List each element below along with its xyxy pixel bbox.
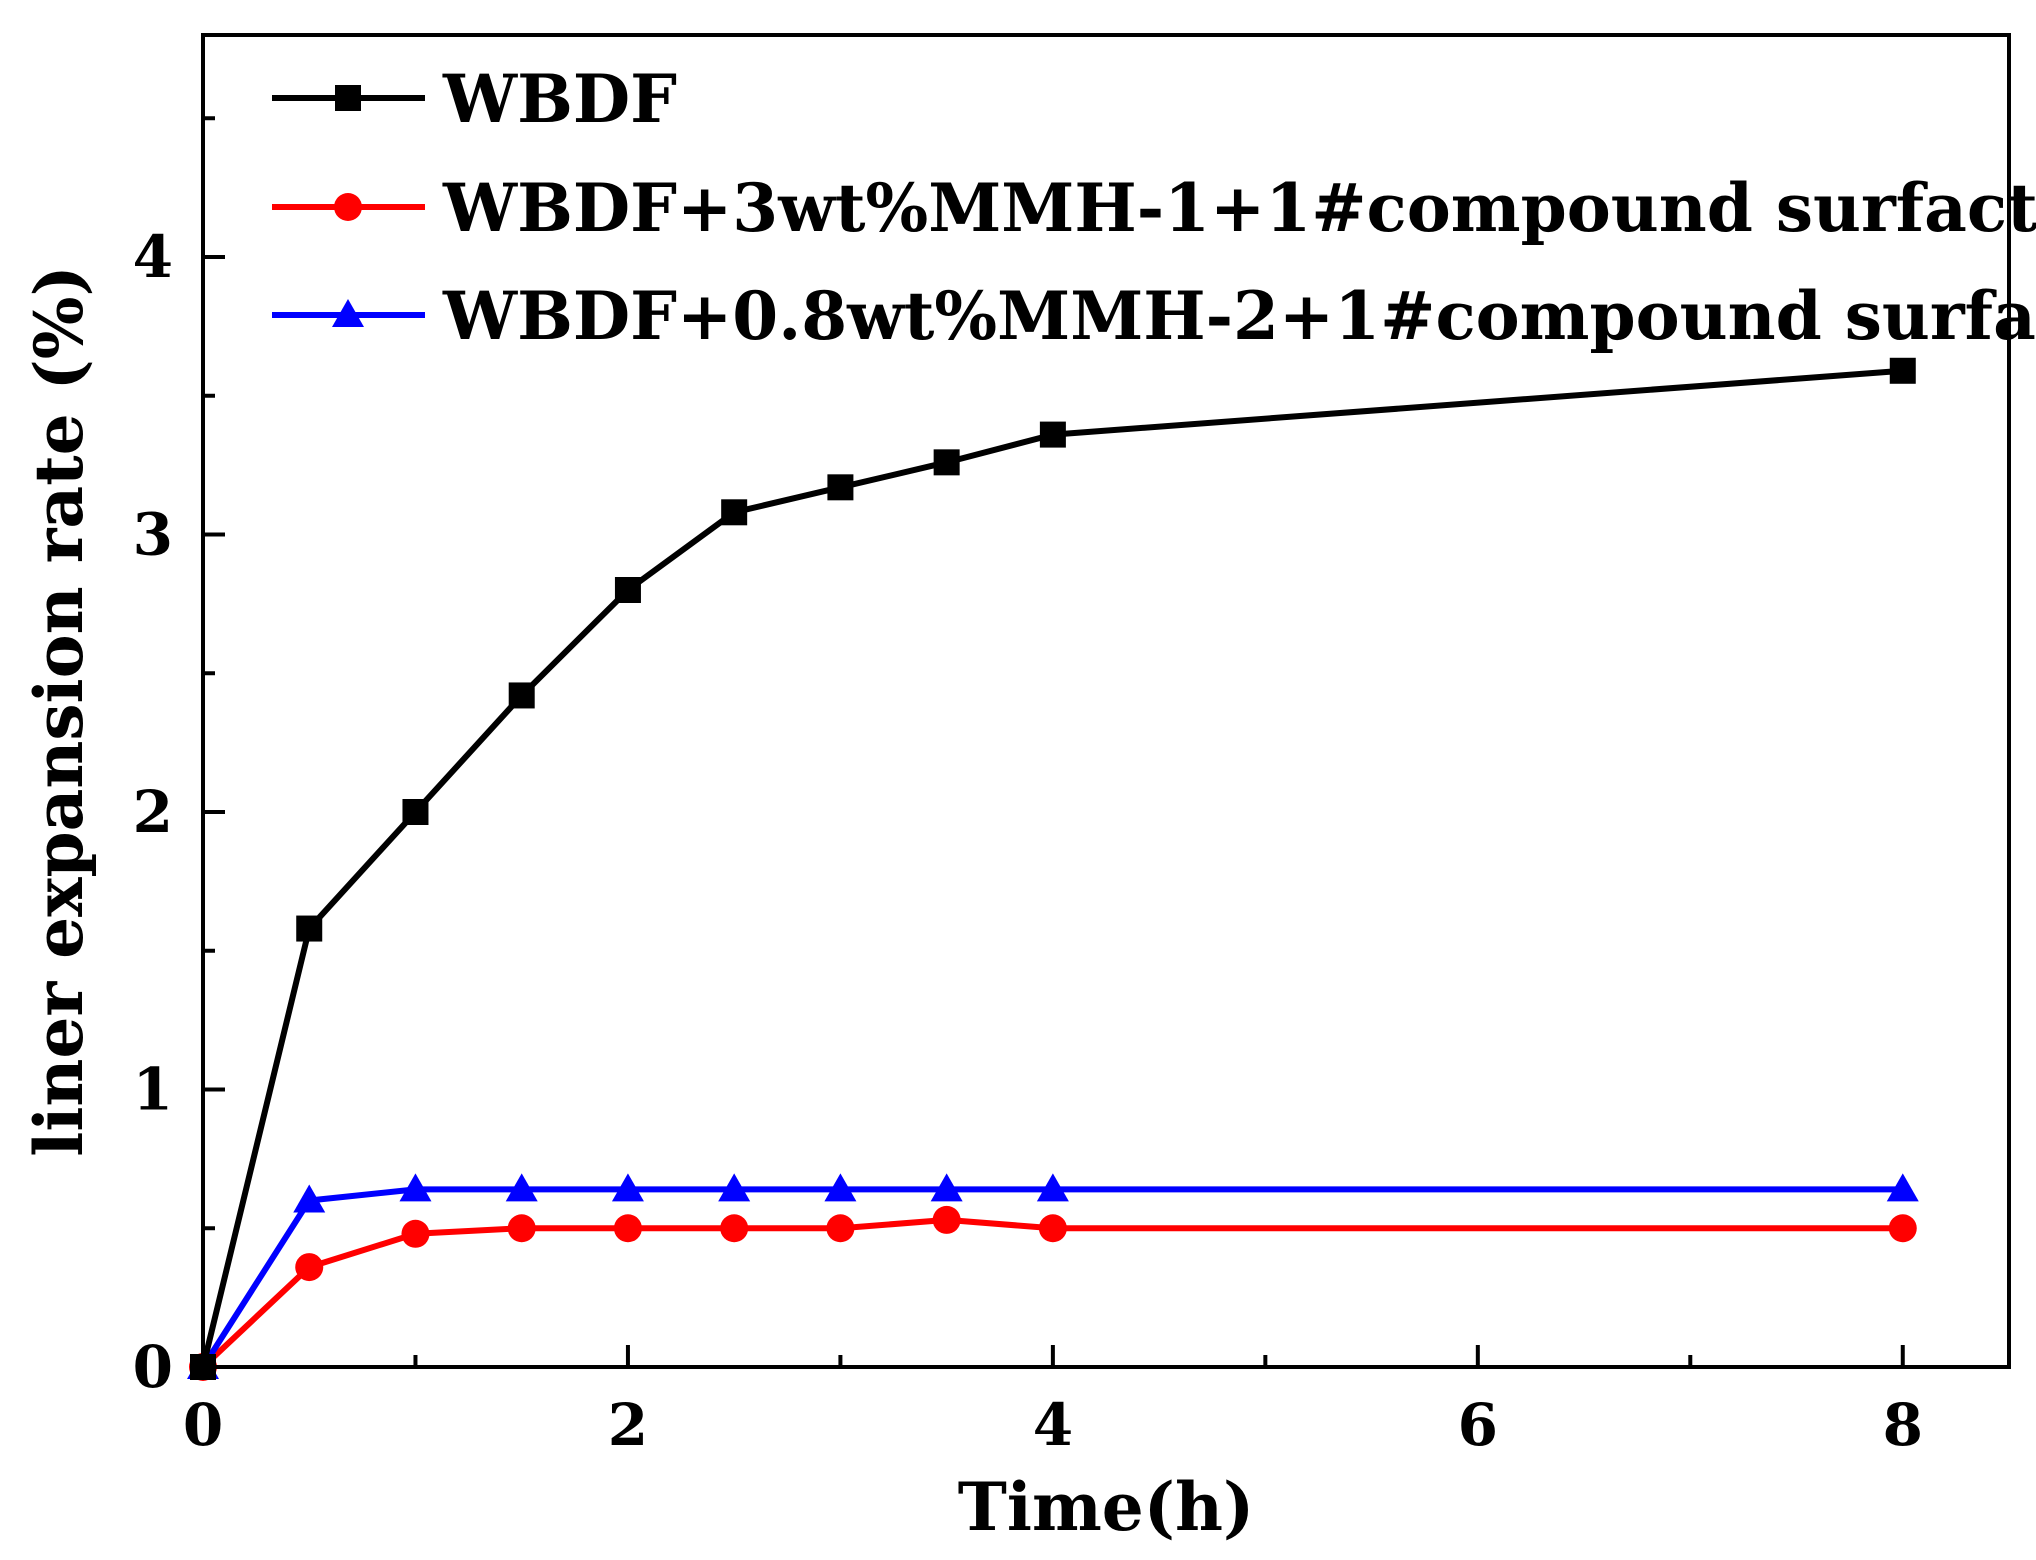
data-point-circle — [1038, 1214, 1067, 1243]
data-point-circle — [826, 1214, 855, 1243]
legend-label: WBDF+0.8wt%MMH-2+1#compound surfatant — [442, 277, 2036, 355]
legend-marker-circle — [334, 193, 362, 221]
x-axis-title: Time(h) — [958, 1468, 1254, 1546]
data-point-triangle — [718, 1173, 751, 1202]
data-point-triangle — [930, 1173, 963, 1202]
y-tick-label: 0 — [133, 1333, 173, 1401]
x-tick-label: 2 — [608, 1391, 648, 1459]
data-point-circle — [720, 1214, 749, 1243]
data-point-square — [1889, 357, 1916, 384]
tick-labels: 0 2 4 6 8 0 1 2 3 4 — [133, 223, 1923, 1459]
x-tick-label: 8 — [1883, 1391, 1923, 1459]
data-point-square — [614, 577, 641, 603]
data-point-circle — [1888, 1214, 1917, 1243]
data-point-square — [508, 682, 535, 709]
data-point-circle — [295, 1253, 324, 1282]
data-point-square — [1039, 421, 1066, 448]
data-point-square — [721, 499, 748, 526]
plot-frame — [201, 33, 2011, 1369]
y-tick-label: 4 — [133, 223, 173, 291]
data-point-circle — [507, 1214, 536, 1243]
legend-label: WBDF+3wt%MMH-1+1#compound surfactant — [442, 169, 2036, 247]
data-point-triangle — [399, 1173, 432, 1202]
y-tick-label: 1 — [133, 1056, 173, 1124]
x-tick-label: 0 — [183, 1391, 223, 1459]
data-point-circle — [932, 1205, 961, 1234]
y-tick-label: 2 — [133, 778, 173, 846]
data-point-circle — [613, 1214, 642, 1243]
legend-marker-triangle — [332, 299, 364, 327]
y-tick-label: 3 — [133, 501, 173, 569]
y-axis-title: liner expansion rate (%) — [20, 265, 98, 1156]
data-point-triangle — [824, 1173, 857, 1202]
data-point-triangle — [1036, 1173, 1069, 1202]
legend-marker-square — [335, 85, 361, 111]
data-point-square — [827, 474, 854, 501]
series-line-circle — [200, 1216, 1903, 1370]
data-point-circle — [401, 1219, 430, 1248]
plot-series — [187, 357, 1919, 1381]
data-point-triangle — [1886, 1173, 1919, 1202]
series-line-square — [200, 367, 1903, 1368]
data-point-square — [296, 915, 323, 942]
data-point-triangle — [505, 1173, 538, 1202]
data-point-triangle — [611, 1173, 644, 1202]
legend: WBDF WBDF+3wt%MMH-1+1#compound surfactant… — [272, 60, 2036, 355]
data-point-square — [933, 449, 960, 476]
legend-label: WBDF — [442, 60, 677, 138]
data-point-triangle — [293, 1184, 326, 1213]
x-tick-label: 6 — [1458, 1391, 1498, 1459]
data-point-square — [402, 799, 429, 825]
x-tick-label: 4 — [1033, 1391, 1073, 1459]
series-line-triangle — [200, 1186, 1903, 1369]
